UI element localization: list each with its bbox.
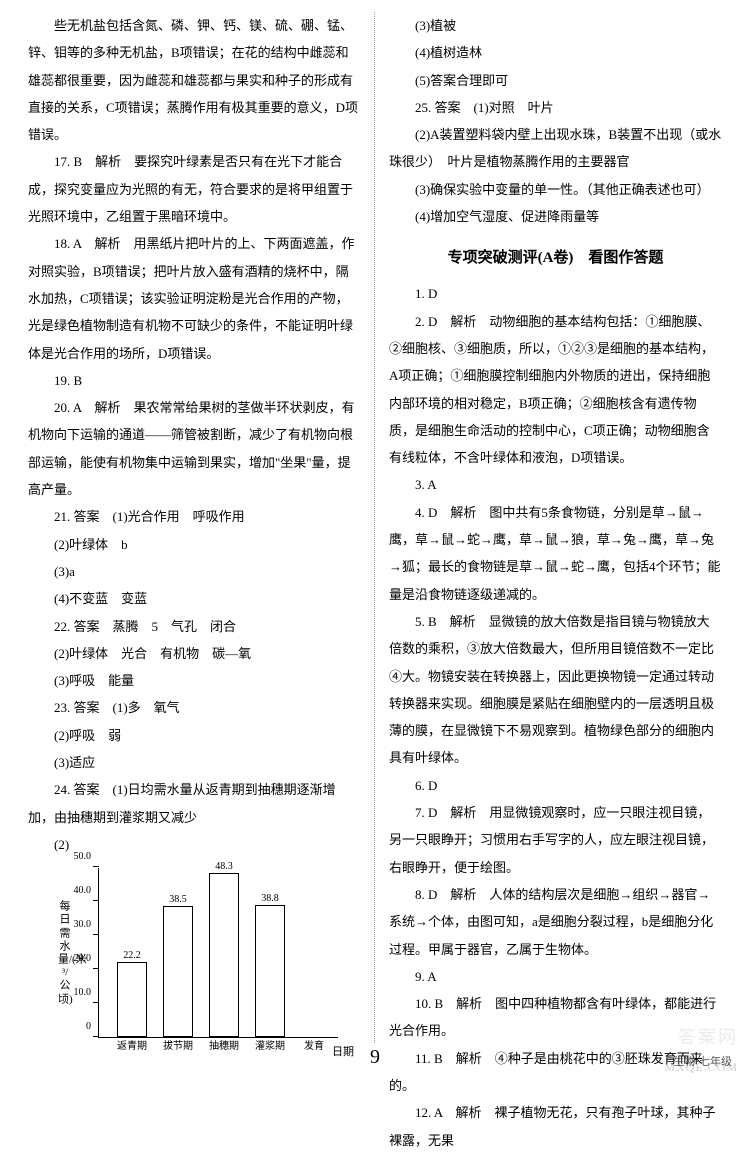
para: 25. 答案 (1)对照 叶片 (389, 94, 722, 121)
xtick-label: 发育 (294, 1037, 334, 1053)
para: (3)确保实验中变量的单一性。（其他正确表述也可） (389, 176, 722, 203)
ytick (93, 934, 99, 935)
bar: 48.3 (209, 873, 239, 1037)
para: (4)不变蓝 变蓝 (28, 585, 360, 612)
bar-value-label: 48.3 (215, 862, 233, 874)
para: 8. D 解析 人体的结构层次是细胞→组织→器官→系统→个体，由图可知，a是细胞… (389, 881, 722, 963)
x-axis-label: 日期 (332, 1037, 354, 1064)
para: (3)呼吸 能量 (28, 667, 360, 694)
para: 19. B (28, 367, 360, 394)
para: (2)叶绿体 b (28, 531, 360, 558)
xtick-label: 拔节期 (158, 1037, 198, 1053)
ytick (93, 1036, 99, 1037)
bar-value-label: 22.2 (123, 951, 141, 963)
para: 21. 答案 (1)光合作用 呼吸作用 (28, 503, 360, 530)
para: (4)增加空气湿度、促进降雨量等 (389, 203, 722, 230)
para: 10. B 解析 图中四种植物都含有叶绿体，都能进行光合作用。 (389, 990, 722, 1045)
ytick (93, 968, 99, 969)
xtick-label: 灌浆期 (250, 1037, 290, 1053)
bar-value-label: 38.5 (169, 895, 187, 907)
watermark: 答案网 (678, 1023, 738, 1049)
right-column: (3)植被 (4)植树造林 (5)答案合理即可 25. 答案 (1)对照 叶片 … (375, 12, 732, 1043)
xtick-label: 抽穗期 (204, 1037, 244, 1053)
para: (3)a (28, 558, 360, 585)
para: 12. A 解析 裸子植物无花，只有孢子叶球，其种子裸露，无果 (389, 1099, 722, 1154)
para: (3)植被 (389, 12, 722, 39)
para: 1. D (389, 280, 722, 307)
para: 2. D 解析 动物细胞的基本结构包括：①细胞膜、②细胞核、③细胞质，所以，①②… (389, 308, 722, 472)
para: 5. B 解析 显微镜的放大倍数是指目镜与物镜放大倍数的乘积，③放大倍数最大，但… (389, 608, 722, 772)
para: 23. 答案 (1)多 氧气 (28, 694, 360, 721)
para: 24. 答案 (1)日均需水量从返青期到抽穗期逐渐增加，由抽穗期到灌浆期又减少 (28, 776, 360, 831)
xtick-label: 返青期 (112, 1037, 152, 1053)
page-number: 9 (370, 1046, 380, 1069)
ytick (93, 900, 99, 901)
chart-area: 日期 010.020.030.040.050.022.238.548.338.8… (98, 868, 338, 1038)
bar: 22.2 (117, 962, 147, 1037)
para: 些无机盐包括含氮、磷、钾、钙、镁、硫、硼、锰、锌、钼等的多种无机盐，B项错误；在… (28, 12, 360, 148)
ytick-label: 30.0 (74, 920, 100, 930)
bar: 38.8 (255, 905, 285, 1037)
bar-value-label: 38.8 (261, 894, 279, 906)
para: 17. B 解析 要探究叶绿素是否只有在光下才能合成，探究变量应为光照的有无，符… (28, 148, 360, 230)
ytick-label: 20.0 (74, 954, 100, 964)
para: 7. D 解析 用显微镜观察时，应一只眼注视目镜，另一只眼睁开；习惯用右手写字的… (389, 799, 722, 881)
ytick-label: 0 (86, 1022, 99, 1032)
para: (5)答案合理即可 (389, 67, 722, 94)
ytick (93, 866, 99, 867)
para: 4. D 解析 图中共有5条食物链，分别是草→鼠→鹰，草→鼠→蛇→鹰，草→鼠→狼… (389, 499, 722, 608)
para: 22. 答案 蒸腾 5 气孔 闭合 (28, 613, 360, 640)
bar-chart: 每日需水量/(米³/公顷) 日期 010.020.030.040.050.022… (58, 868, 338, 1038)
para: (4)植树造林 (389, 39, 722, 66)
para: (2)叶绿体 光合 有机物 碳—氧 (28, 640, 360, 667)
left-column: 些无机盐包括含氮、磷、钾、钙、镁、硫、硼、锰、锌、钼等的多种无机盐，B项错误；在… (18, 12, 375, 1043)
para: (3)适应 (28, 749, 360, 776)
ytick (93, 1002, 99, 1003)
para: 6. D (389, 772, 722, 799)
para: 18. A 解析 用黑纸片把叶片的上、下两面遮盖，作对照实验，B项错误；把叶片放… (28, 230, 360, 366)
para: 20. A 解析 果农常常给果树的茎做半环状剥皮，有机物向下运输的通道——筛管被… (28, 394, 360, 503)
ytick-label: 10.0 (74, 988, 100, 998)
y-axis-label: 每日需水量/(米³/公顷) (58, 900, 72, 1006)
section-title: 专项突破测评(A卷) 看图作答题 (389, 246, 722, 270)
para: (2)呼吸 弱 (28, 722, 360, 749)
watermark-url: MXQE.COM (664, 1060, 738, 1075)
para: 3. A (389, 471, 722, 498)
bar: 38.5 (163, 906, 193, 1037)
para: 9. A (389, 963, 722, 990)
ytick-label: 50.0 (74, 852, 100, 862)
ytick-label: 40.0 (74, 886, 100, 896)
para: (2)A装置塑料袋内壁上出现水珠，B装置不出现（或水珠很少） 叶片是植物蒸腾作用… (389, 121, 722, 176)
